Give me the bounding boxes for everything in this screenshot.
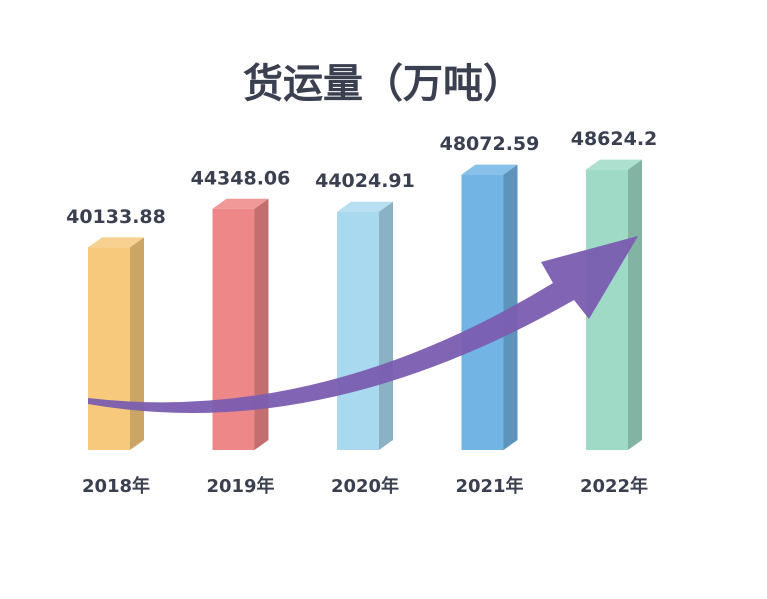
value-label: 44024.91 [315,170,415,192]
bar-top [461,164,518,175]
bar [88,247,130,450]
value-label: 40133.88 [66,206,166,228]
bar-top [586,159,642,170]
bar-side [503,164,518,451]
bar [461,174,504,451]
chart-title: 货运量（万吨） [243,61,523,107]
bar-side [628,159,642,450]
bar-top [337,201,393,212]
bar-side [130,237,144,450]
bar-side [379,201,393,450]
labels: 40133.88 2018年 44348.06 2019年 44024.91 2020年 4… [66,128,657,497]
value-label: 48072.59 [440,133,540,155]
value-label: 48624.2 [571,128,658,150]
x-tick-label: 2019年 [206,475,274,497]
value-label: 44348.06 [191,167,291,189]
x-tick-label: 2020年 [331,475,399,497]
x-tick-label: 2018年 [82,475,150,497]
trend-arrow [88,236,638,414]
bar-top [88,237,144,248]
x-tick-label: 2022年 [580,475,648,497]
bar [337,211,379,450]
bar [212,208,255,450]
bar-top [212,198,269,209]
bar-side [254,198,269,450]
x-tick-label: 2021年 [455,475,523,497]
